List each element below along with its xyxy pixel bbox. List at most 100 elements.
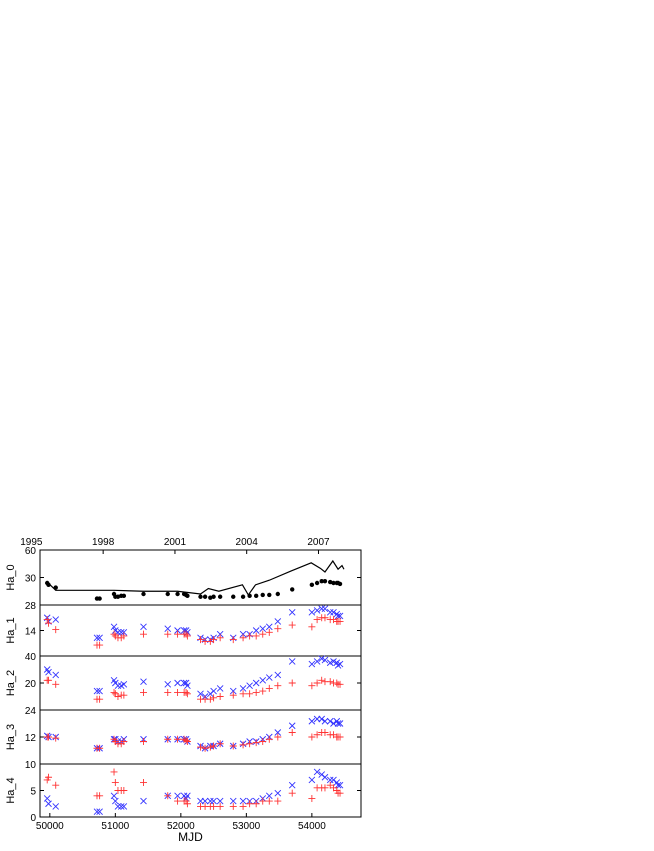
x-tick-label: 50000 [36, 821, 64, 832]
cross-point [239, 630, 247, 638]
dot-point [331, 580, 336, 586]
cross-point [265, 674, 273, 681]
cross-point [93, 634, 101, 642]
cross-point [246, 682, 253, 690]
plus-point [52, 626, 60, 634]
x2-tick-label: 1998 [92, 537, 115, 548]
plus-point [336, 733, 344, 741]
cross-point [313, 658, 321, 665]
cross-point [52, 616, 60, 623]
cross-point [112, 797, 119, 805]
plus-point [336, 680, 344, 688]
plus-point [308, 623, 316, 631]
plus-point [246, 690, 254, 698]
cross-point [313, 607, 321, 614]
dot-point [309, 582, 315, 588]
plus-point [216, 693, 224, 700]
dot-point [240, 594, 246, 599]
dot-point [231, 594, 236, 599]
dot-point [337, 581, 343, 587]
cross-point [326, 608, 334, 616]
y-tick-label: 10 [25, 760, 37, 771]
cross-point [120, 803, 128, 810]
dot-point [319, 578, 324, 584]
plus-point [329, 616, 337, 624]
plus-point [246, 740, 254, 748]
y-tick-label: 5 [30, 787, 36, 798]
plus-point [210, 802, 218, 810]
plus-point [288, 729, 296, 736]
plus-point [201, 744, 209, 752]
cross-point [114, 803, 122, 810]
plus-point [114, 693, 122, 700]
plus-point [259, 630, 267, 638]
dot-point [322, 578, 328, 584]
plus-point [52, 680, 60, 688]
plus-point [197, 636, 204, 644]
y-axis-label: Ha_2 [5, 670, 17, 696]
plus-point [216, 740, 224, 748]
plus-point [259, 687, 267, 695]
cross-point [174, 792, 181, 800]
cross-point [216, 630, 224, 638]
cross-point [274, 789, 282, 797]
dot-point [211, 594, 216, 599]
plus-point [336, 789, 344, 797]
x-tick-label: 51000 [101, 821, 129, 832]
plus-point [140, 688, 148, 696]
y-tick-label: 40 [25, 652, 37, 663]
plus-point [43, 616, 51, 624]
cross-point [336, 720, 344, 727]
x-tick-label: 52000 [167, 821, 195, 832]
cross-point [96, 634, 103, 642]
y-tick-label: 14 [25, 627, 37, 638]
plus-point [206, 695, 214, 703]
plus-point [45, 773, 53, 781]
plus-point [206, 743, 214, 751]
plus-point [308, 794, 316, 802]
x-tick-label: 53000 [232, 821, 260, 832]
plus-point [182, 688, 190, 696]
plus-point [174, 797, 182, 805]
cross-point [321, 605, 329, 612]
cross-point [164, 625, 172, 632]
cross-point [308, 608, 316, 616]
plus-point [120, 738, 128, 745]
cross-point [43, 795, 51, 802]
plus-point [313, 616, 321, 624]
plus-point [183, 738, 191, 745]
cross-point [288, 781, 296, 789]
cross-point [313, 768, 321, 776]
plus-point [259, 797, 267, 805]
plus-point [164, 735, 172, 743]
cross-point [274, 618, 282, 625]
cross-point [197, 690, 204, 698]
dot-point [290, 587, 295, 592]
dot-point [202, 594, 208, 599]
plus-point [308, 682, 316, 690]
plus-point [229, 742, 237, 750]
plus-point [265, 684, 273, 692]
cross-point [265, 792, 273, 800]
plus-point [252, 688, 260, 696]
cross-point [216, 685, 224, 692]
dot-point [141, 591, 146, 597]
plus-point [216, 802, 224, 810]
y-tick-label: 20 [25, 679, 37, 690]
cross-point [274, 671, 282, 679]
cross-point [120, 629, 128, 636]
cross-point [93, 687, 101, 695]
plus-point [110, 688, 118, 696]
cross-point [110, 792, 118, 800]
cross-point [117, 629, 125, 636]
cross-point [96, 687, 103, 695]
y-tick-label: 28 [25, 601, 37, 612]
plus-point [265, 797, 273, 805]
plus-point [288, 789, 296, 797]
cross-point [184, 682, 191, 690]
x-tick-label: 54000 [298, 821, 326, 832]
plus-point [174, 630, 182, 638]
cross-point [184, 792, 191, 800]
plus-point [174, 688, 182, 696]
